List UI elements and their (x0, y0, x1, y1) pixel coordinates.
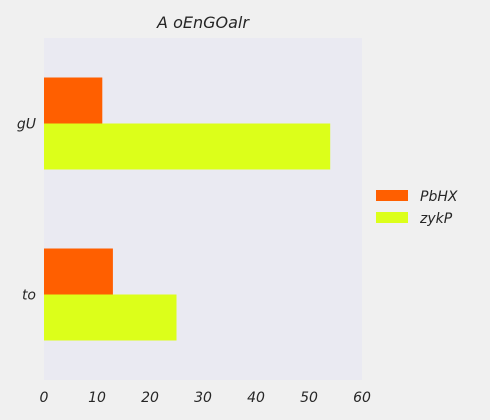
y-axis-categories: gU to (17, 117, 36, 304)
x-tick-label: 40 (247, 390, 265, 406)
bar-PbHX-gU (44, 77, 103, 124)
x-axis-ticks: 0 10 20 30 40 50 60 (40, 390, 371, 406)
x-tick-label: 20 (141, 390, 159, 406)
legend-label: PbHX (420, 189, 458, 205)
legend-swatch-PbHX (376, 190, 408, 201)
x-tick-label: 0 (40, 390, 49, 406)
x-tick-label: 50 (300, 390, 318, 406)
y-category-label: gU (17, 117, 36, 133)
bar-zykP-to (44, 294, 177, 341)
bar-PbHX-to (44, 248, 113, 295)
legend-label: zykP (419, 211, 453, 227)
bar-zykP-gU (44, 123, 331, 170)
x-tick-label: 60 (353, 390, 371, 406)
legend: PbHX zykP (376, 189, 458, 227)
x-tick-label: 30 (194, 390, 212, 406)
chart-title: A oEnGOalr (156, 13, 250, 32)
y-category-label: to (22, 288, 36, 304)
x-tick-label: 10 (88, 390, 106, 406)
legend-swatch-zykP (376, 212, 408, 223)
bars-group (44, 77, 331, 341)
